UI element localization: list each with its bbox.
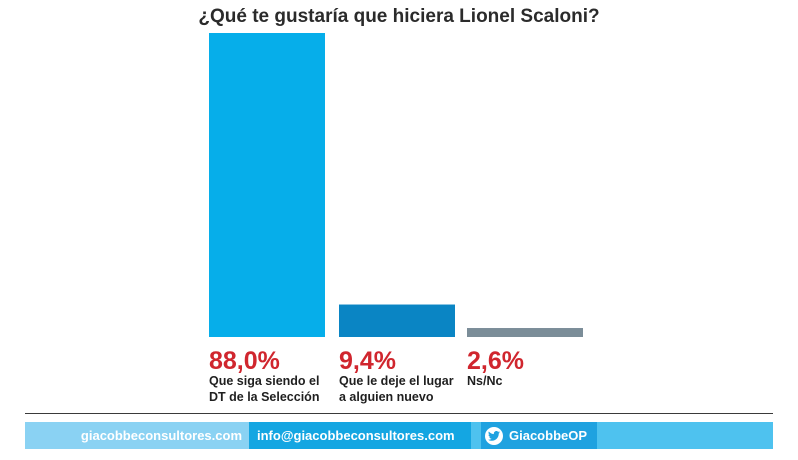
footer-divider [25,413,773,414]
twitter-link[interactable]: GiacobbeOP [471,422,773,449]
twitter-handle: GiacobbeOP [509,428,588,443]
bar-1 [209,33,325,337]
website-link[interactable]: giacobbeconsultores.com [25,422,249,449]
value-label-1: 88,0% [209,347,280,375]
category-label-1-line-1: Que siga siendo el [209,374,319,388]
chart-title: ¿Qué te gustaría que hiciera Lionel Scal… [198,6,600,27]
bar-chart: 88,0%Que siga siendo el DT de la Selecció… [209,33,583,404]
footer-bar: giacobbeconsultores.com info@giacobbecon… [25,422,773,449]
category-label-2-line-2: a alguien nuevo [339,390,434,404]
website-label: giacobbeconsultores.com [80,428,242,443]
twitter-bird-icon [485,426,503,445]
bar-2 [339,304,455,337]
value-label-3: 2,6% [467,347,524,375]
category-label-2-line-1: Que le deje el lugar [339,374,454,388]
category-label-1-line-2: DT de la Selección [209,390,319,404]
bar-3 [467,328,583,337]
category-label-3-line-1: Ns/Nc [467,374,502,388]
value-label-2: 9,4% [339,347,396,375]
email-label: info@giacobbeconsultores.com [257,428,455,443]
email-link[interactable]: info@giacobbeconsultores.com [249,422,471,449]
